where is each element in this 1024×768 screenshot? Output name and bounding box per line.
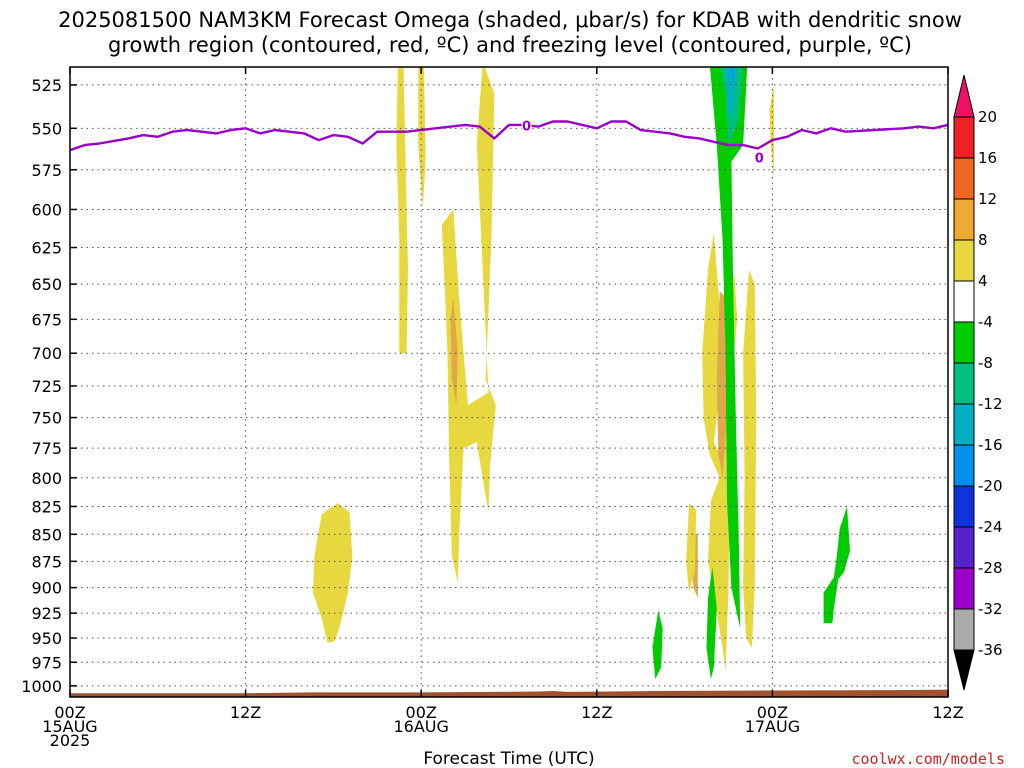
y-tick-label-875: 875	[31, 552, 62, 571]
colorbar-segment-3	[953, 198, 975, 241]
y-tick-label-950: 950	[31, 629, 62, 648]
freezing-level-layer: 00	[69, 117, 949, 167]
x-axis-title: Forecast Time (UTC)	[423, 749, 594, 768]
colorbar-segment-12	[953, 567, 975, 610]
colorbar-label-0: 20	[978, 108, 997, 126]
freezing-level-line	[69, 120, 949, 152]
x-tick-label-0-0: 00Z	[54, 703, 85, 722]
omega-shading-layer	[312, 67, 850, 680]
colorbar-label-2: 12	[978, 190, 997, 208]
y-tick-label-725: 725	[31, 377, 62, 396]
omega-region-4_8-8	[743, 269, 757, 648]
y-tick-label-850: 850	[31, 525, 62, 544]
x-tick-label-0-1: 15AUG	[42, 717, 97, 736]
x-tick-label-24-1: 16AUG	[393, 717, 448, 736]
omega-region-neg4_neg8-17	[823, 506, 850, 624]
colorbar-segment-7	[953, 362, 975, 405]
colorbar-segment-4	[953, 239, 975, 282]
omega-region-4_8-0	[396, 67, 408, 354]
colorbar-segment-2	[953, 157, 975, 200]
colorbar-label-9: -20	[978, 477, 1003, 495]
y-tick-label-750: 750	[31, 409, 62, 428]
omega-region-8_12-6	[716, 291, 727, 478]
colorbar-segment-6	[953, 321, 975, 364]
plot-frame	[69, 66, 949, 698]
y-tick-label-1000: 1000	[21, 677, 62, 696]
omega-region-neg4_neg8-10	[709, 67, 748, 629]
terrain-fill	[70, 689, 948, 697]
omega-region-4_8-4	[312, 503, 353, 643]
colorbar-label-3: 8	[978, 231, 988, 249]
y-tick-label-825: 825	[31, 497, 62, 516]
x-tick-label-48-0: 00Z	[757, 703, 788, 722]
omega-region-8_12-3	[450, 298, 458, 406]
chart-title-line1: 2025081500 NAM3KM Forecast Omega (shaded…	[58, 8, 962, 32]
colorbar-label-8: -16	[978, 436, 1003, 454]
y-tick-label-650: 650	[31, 275, 62, 294]
omega-region-neg12_neg16-12	[725, 67, 737, 120]
colorbar-segment-1	[953, 116, 975, 159]
omega-region-4_8-9	[769, 84, 774, 178]
y-tick-label-575: 575	[31, 161, 62, 180]
colorbar-label-4: 4	[978, 272, 988, 290]
freezing-label-bg	[754, 149, 765, 164]
colorbar-label-12: -32	[978, 600, 1003, 618]
y-tick-label-975: 975	[31, 653, 62, 672]
omega-region-neg4_neg8-14	[706, 566, 717, 680]
y-tick-label-600: 600	[31, 200, 62, 219]
x-tick-label-36-0: 12Z	[581, 703, 612, 722]
colorbar-label-5: -4	[978, 313, 993, 331]
colorbar-segment-10	[953, 485, 975, 528]
terrain-layer	[70, 689, 948, 697]
freezing-level-label: 0	[522, 119, 531, 134]
y-tick-label-925: 925	[31, 604, 62, 623]
chart-title-line2: growth region (contoured, red, ºC) and f…	[108, 33, 912, 57]
colorbar-label-10: -24	[978, 518, 1003, 536]
y-axis: 525 550 575 600 625 650 675 700 725 750 775 800 825 8…	[21, 76, 77, 696]
y-tick-label-800: 800	[31, 469, 62, 488]
colorbar-segment-8	[953, 403, 975, 446]
y-tick-label-700: 700	[31, 344, 62, 363]
colorbar: 20 16 12 8 4 -4 -8 -12 -16 -20 -24 -28 -32 -36	[953, 74, 1003, 691]
freezing-level-label: 0	[755, 152, 764, 167]
x-tick-label-48-1: 17AUG	[745, 717, 800, 736]
colorbar-label-6: -8	[978, 354, 993, 372]
y-tick-label-550: 550	[31, 119, 62, 138]
colorbar-segment-5	[953, 280, 975, 323]
colorbar-label-11: -28	[978, 559, 1003, 577]
colorbar-top-arrow	[953, 74, 975, 118]
colorbar-segment-13	[953, 608, 975, 651]
colorbar-bottom-arrow	[953, 649, 975, 691]
x-tick-label-12-0: 12Z	[230, 703, 261, 722]
x-tick-label-0-2: 2025	[50, 731, 91, 750]
omega-region-neg4_neg8-15	[652, 610, 663, 680]
colorbar-label-13: -36	[978, 641, 1003, 659]
y-tick-label-775: 775	[31, 439, 62, 458]
omega-region-4_8-1	[418, 67, 426, 210]
colorbar-label-7: -12	[978, 395, 1003, 413]
y-tick-label-900: 900	[31, 579, 62, 598]
omega-region-4_8-16	[686, 503, 697, 593]
x-tick-label-24-0: 00Z	[406, 703, 437, 722]
omega-region-neg16_neg20-13	[730, 67, 735, 85]
colorbar-label-1: 16	[978, 149, 997, 167]
credit-text: coolwx.com/models	[851, 750, 1005, 768]
omega-region-4_8-2	[441, 67, 496, 583]
freezing-label-bg	[521, 117, 532, 132]
colorbar-segment-11	[953, 526, 975, 569]
colorbar-segment-9	[953, 444, 975, 487]
y-tick-label-675: 675	[31, 310, 62, 329]
grid-layer	[70, 67, 948, 697]
omega-region-4_8-5	[702, 232, 738, 672]
y-tick-label-625: 625	[31, 239, 62, 258]
y-tick-label-525: 525	[31, 76, 62, 95]
x-tick-label-60-0: 12Z	[932, 703, 963, 722]
